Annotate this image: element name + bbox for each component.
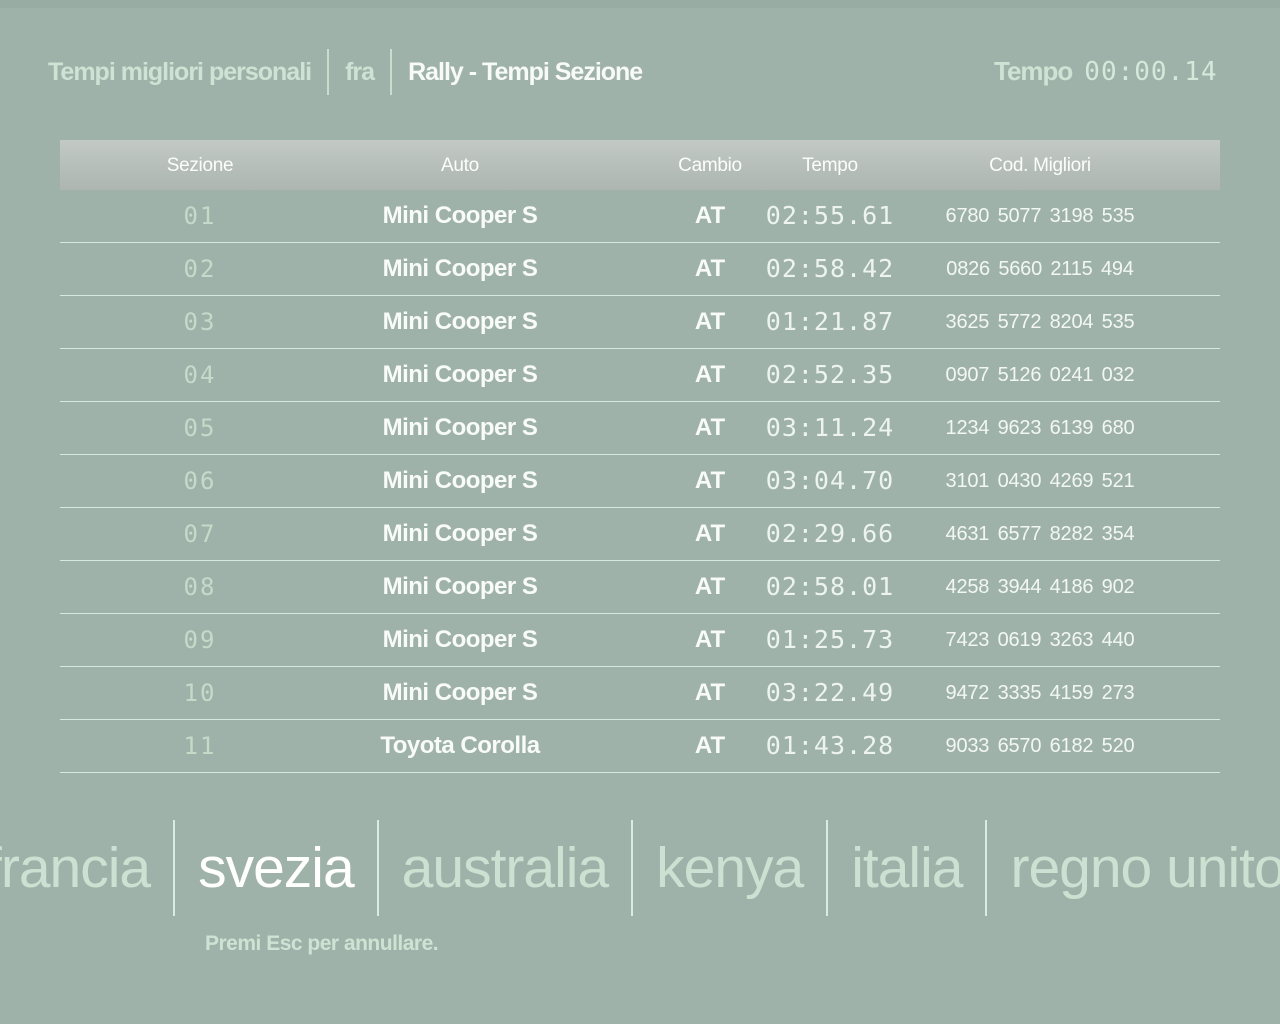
cell-cod-migliori: 6780 5077 3198 535	[945, 205, 1135, 227]
cell-cod-migliori: 9472 3335 4159 273	[945, 682, 1135, 704]
column-header-sezione: Sezione	[166, 155, 234, 176]
cell-cod-migliori: 9033 6570 6182 520	[945, 735, 1135, 757]
column-header-cambio: Cambio	[678, 155, 742, 176]
cell-cambio: AT	[694, 679, 726, 706]
cell-cod-migliori: 0826 5660 2115 494	[946, 258, 1134, 280]
cell-cod-migliori: 4631 6577 8282 354	[945, 523, 1135, 545]
country-selector: francia svezia australia kenya italia regno u…	[0, 818, 1280, 918]
cell-auto: Mini Cooper S	[382, 308, 538, 335]
cell-sezione: 11	[183, 732, 217, 760]
cell-auto: Mini Cooper S	[382, 361, 538, 388]
cell-auto: Mini Cooper S	[382, 202, 538, 229]
country-option-francia[interactable]: francia	[0, 836, 151, 900]
cell-tempo: 02:29.66	[765, 519, 895, 548]
cell-auto: Mini Cooper S	[382, 414, 538, 441]
table-row: 10 Mini Cooper S AT 03:22.49 9472 3335 4…	[60, 667, 1220, 720]
cell-cambio: AT	[694, 255, 726, 282]
country-option-kenya[interactable]: kenya	[656, 836, 804, 900]
cell-tempo: 01:43.28	[765, 731, 895, 760]
cell-cambio: AT	[694, 202, 726, 229]
selector-divider	[631, 820, 634, 916]
cell-cod-migliori: 7423 0619 3263 440	[945, 629, 1135, 651]
country-option-italia[interactable]: italia	[851, 836, 963, 900]
table-row: 07 Mini Cooper S AT 02:29.66 4631 6577 8…	[60, 508, 1220, 561]
selector-divider	[826, 820, 829, 916]
table-row: 09 Mini Cooper S AT 01:25.73 7423 0619 3…	[60, 614, 1220, 667]
cell-cod-migliori: 3101 0430 4269 521	[945, 470, 1135, 492]
page-title: Tempi migliori personali	[48, 57, 312, 86]
cell-sezione: 01	[183, 202, 217, 230]
cell-cod-migliori: 3625 5772 8204 535	[945, 311, 1135, 333]
cell-cod-migliori: 4258 3944 4186 902	[945, 576, 1135, 598]
section-times-table: Sezione Auto Cambio Tempo Cod. Migliori …	[60, 140, 1220, 773]
cell-cambio: AT	[694, 732, 726, 759]
cell-tempo: 01:25.73	[765, 625, 895, 654]
table-row: 05 Mini Cooper S AT 03:11.24 1234 9623 6…	[60, 402, 1220, 455]
cell-auto: Mini Cooper S	[382, 520, 538, 547]
table-body: 01 Mini Cooper S AT 02:55.61 6780 5077 3…	[60, 190, 1220, 773]
table-row: 06 Mini Cooper S AT 03:04.70 3101 0430 4…	[60, 455, 1220, 508]
cell-sezione: 07	[183, 520, 217, 548]
cell-auto: Toyota Corolla	[380, 732, 540, 759]
cell-sezione: 04	[183, 361, 217, 389]
table-row: 03 Mini Cooper S AT 01:21.87 3625 5772 8…	[60, 296, 1220, 349]
timer-label: Tempo	[994, 56, 1073, 86]
cell-tempo: 02:52.35	[765, 360, 895, 389]
cell-auto: Mini Cooper S	[382, 626, 538, 653]
cell-cambio: AT	[694, 626, 726, 653]
cell-tempo: 02:58.42	[765, 254, 895, 283]
cell-cambio: AT	[694, 573, 726, 600]
cell-sezione: 10	[183, 679, 217, 707]
timer-value: 00:00.14	[1084, 57, 1218, 87]
column-header-auto: Auto	[441, 155, 479, 176]
top-strip	[0, 0, 1280, 8]
cell-tempo: 01:21.87	[765, 307, 895, 336]
cell-cambio: AT	[694, 361, 726, 388]
cell-tempo: 03:04.70	[765, 466, 895, 495]
selector-divider	[985, 820, 988, 916]
screen-title: Rally - Tempi Sezione	[408, 57, 643, 86]
cell-tempo: 03:22.49	[765, 678, 895, 707]
country-option-australia[interactable]: australia	[401, 836, 609, 900]
cell-cambio: AT	[694, 414, 726, 441]
header-bar: Tempi migliori personali fra Rally - Tem…	[48, 48, 643, 96]
cell-tempo: 02:55.61	[765, 201, 895, 230]
cell-auto: Mini Cooper S	[382, 255, 538, 282]
cell-sezione: 03	[183, 308, 217, 336]
cell-sezione: 06	[183, 467, 217, 495]
table-row: 04 Mini Cooper S AT 02:52.35 0907 5126 0…	[60, 349, 1220, 402]
cell-tempo: 03:11.24	[765, 413, 895, 442]
table-row: 11 Toyota Corolla AT 01:43.28 9033 6570 …	[60, 720, 1220, 773]
cell-sezione: 05	[183, 414, 217, 442]
cell-cambio: AT	[694, 308, 726, 335]
cell-sezione: 08	[183, 573, 217, 601]
table-header-row: Sezione Auto Cambio Tempo Cod. Migliori	[60, 140, 1220, 190]
cell-tempo: 02:58.01	[765, 572, 895, 601]
cell-cambio: AT	[694, 467, 726, 494]
header-divider	[390, 49, 393, 95]
table-row: 08 Mini Cooper S AT 02:58.01 4258 3944 4…	[60, 561, 1220, 614]
selector-divider	[173, 820, 176, 916]
header-context-label: fra	[345, 57, 375, 86]
cell-cod-migliori: 0907 5126 0241 032	[945, 364, 1135, 386]
column-header-tempo: Tempo	[802, 155, 858, 176]
table-row: 01 Mini Cooper S AT 02:55.61 6780 5077 3…	[60, 190, 1220, 243]
cell-sezione: 02	[183, 255, 217, 283]
cell-cambio: AT	[694, 520, 726, 547]
column-header-cod-migliori: Cod. Migliori	[989, 155, 1091, 176]
cell-auto: Mini Cooper S	[382, 573, 538, 600]
header-divider	[327, 49, 330, 95]
country-option-regno-unito[interactable]: regno unito	[1010, 836, 1280, 900]
session-timer: Tempo 00:00.14	[994, 56, 1218, 87]
cell-cod-migliori: 1234 9623 6139 680	[945, 417, 1135, 439]
escape-hint: Premi Esc per annullare.	[205, 932, 439, 955]
table-row: 02 Mini Cooper S AT 02:58.42 0826 5660 2…	[60, 243, 1220, 296]
cell-auto: Mini Cooper S	[382, 679, 538, 706]
cell-auto: Mini Cooper S	[382, 467, 538, 494]
country-option-svezia[interactable]: svezia	[198, 836, 355, 900]
cell-sezione: 09	[183, 626, 217, 654]
selector-divider	[376, 820, 379, 916]
